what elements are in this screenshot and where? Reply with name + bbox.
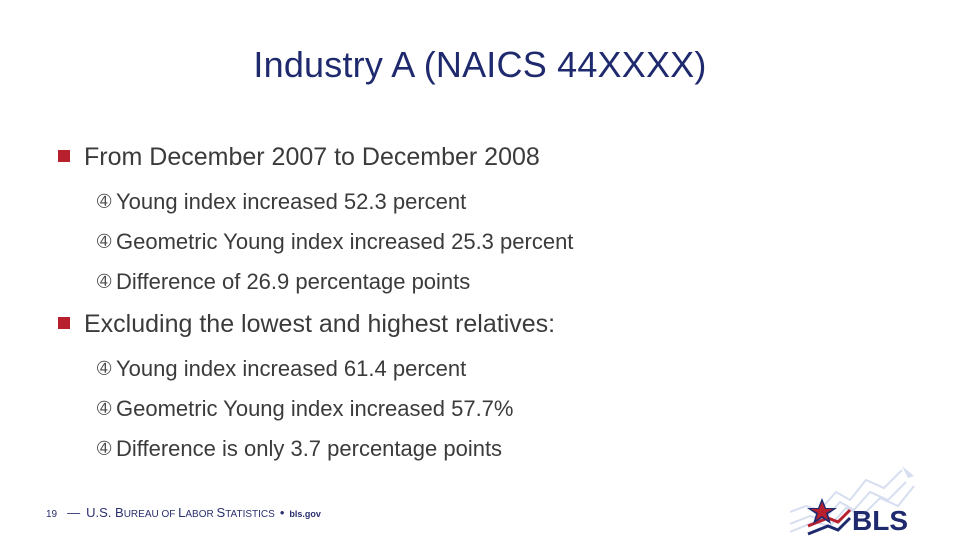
logo-stripe-navy <box>807 516 852 536</box>
sub-item-text: Young index increased 52.3 percent <box>116 189 467 214</box>
circled-four-icon: ➃ <box>97 359 112 378</box>
sub-item: ➃ Difference of 26.9 percentage points <box>97 269 470 295</box>
sub-item: ➃ Geometric Young index increased 57.7% <box>97 396 513 422</box>
sub-item: ➃ Young index increased 52.3 percent <box>97 189 466 215</box>
circled-four-icon: ➃ <box>97 439 112 458</box>
bullet-1: From December 2007 to December 2008 <box>58 143 540 172</box>
bullet-1-text: From December 2007 to December 2008 <box>84 143 540 171</box>
circled-four-icon: ➃ <box>97 272 112 291</box>
bullet-square-icon <box>58 317 70 329</box>
sub-item: ➃ Geometric Young index increased 25.3 pe… <box>97 229 573 255</box>
footer: 19 — U.S. BUREAU OF LABOR STATISTICS • bls.g… <box>46 505 321 520</box>
sub-item: ➃ Difference is only 3.7 percentage point… <box>97 436 502 462</box>
sub-item-text: Young index increased 61.4 percent <box>116 356 467 381</box>
page-number: 19 <box>46 509 58 520</box>
bullet-2-text: Excluding the lowest and highest relativ… <box>84 310 556 338</box>
circled-four-icon: ➃ <box>97 399 112 418</box>
footer-separator: • <box>279 505 285 520</box>
sub-item-text: Difference is only 3.7 percentage points <box>116 436 503 461</box>
sub-item-text: Geometric Young index increased 57.7% <box>116 396 514 421</box>
circled-four-icon: ➃ <box>97 192 112 211</box>
circled-four-icon: ➃ <box>97 232 112 251</box>
bullet-square-icon <box>58 150 70 162</box>
bls-logo: BLS <box>790 466 915 536</box>
slide-title: Industry A (NAICS 44XXXX) <box>253 44 707 85</box>
star-inner-icon <box>811 502 833 520</box>
logo-text: BLS <box>852 505 908 536</box>
sub-item-text: Geometric Young index increased 25.3 per… <box>116 229 574 254</box>
arrow-head-icon <box>902 466 914 478</box>
agency-name: U.S. BUREAU OF LABOR STATISTICS <box>86 505 275 520</box>
footer-url: bls.gov <box>289 509 321 519</box>
logo-stripe-red <box>807 508 852 528</box>
bullet-2: Excluding the lowest and highest relativ… <box>58 310 555 339</box>
sub-item-text: Difference of 26.9 percentage points <box>116 269 471 294</box>
sub-item: ➃ Young index increased 61.4 percent <box>97 356 466 382</box>
footer-dash: — <box>67 505 81 520</box>
